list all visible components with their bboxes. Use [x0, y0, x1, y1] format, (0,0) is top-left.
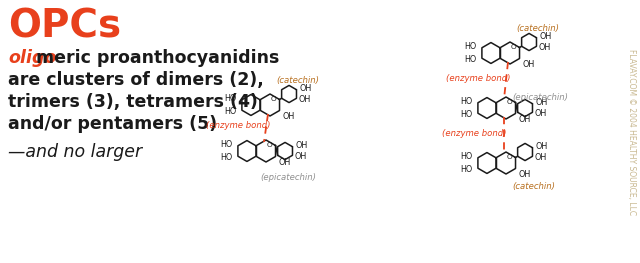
Text: OH: OH — [522, 60, 535, 69]
Text: O: O — [511, 44, 516, 50]
Text: OH: OH — [298, 95, 311, 104]
Text: HO: HO — [461, 152, 473, 161]
Text: HO: HO — [225, 107, 237, 116]
Text: OH: OH — [295, 141, 308, 150]
Text: (epicatechin): (epicatechin) — [260, 173, 316, 181]
Text: FLAVAY.COM © 2004 HEALTHY SOURCE, LLC: FLAVAY.COM © 2004 HEALTHY SOURCE, LLC — [627, 49, 637, 215]
Text: OH: OH — [518, 115, 531, 124]
Text: (epicatechin): (epicatechin) — [512, 94, 568, 103]
Text: OH: OH — [535, 142, 548, 151]
Text: are clusters of dimers (2),: are clusters of dimers (2), — [8, 71, 264, 89]
Text: OH: OH — [294, 152, 307, 161]
Text: HO: HO — [221, 153, 233, 162]
Text: O: O — [506, 154, 512, 160]
Text: HO: HO — [465, 42, 477, 51]
Text: OH: OH — [540, 32, 552, 41]
Text: (catechin): (catechin) — [513, 183, 556, 191]
Text: (enzyme bond): (enzyme bond) — [445, 74, 510, 83]
Text: OPCs: OPCs — [8, 8, 121, 46]
Text: oligo: oligo — [8, 49, 56, 67]
Text: HO: HO — [221, 140, 233, 149]
Text: —and no larger: —and no larger — [8, 143, 142, 161]
Text: trimers (3), tetramers (4): trimers (3), tetramers (4) — [8, 93, 258, 111]
Text: and/or pentamers (5): and/or pentamers (5) — [8, 115, 217, 133]
Text: HO: HO — [225, 94, 237, 103]
Text: OH: OH — [534, 153, 547, 162]
Text: OH: OH — [300, 84, 312, 93]
Text: HO: HO — [461, 110, 473, 119]
Text: OH: OH — [538, 43, 551, 52]
Text: (enzyme bond): (enzyme bond) — [442, 129, 506, 138]
Text: meric proanthocyanidins: meric proanthocyanidins — [36, 49, 280, 67]
Text: OH: OH — [282, 112, 295, 121]
Text: OH: OH — [535, 98, 548, 107]
Text: (enzyme bond): (enzyme bond) — [205, 122, 270, 130]
Text: OH: OH — [518, 170, 531, 179]
Text: (catechin): (catechin) — [516, 24, 559, 33]
Text: HO: HO — [461, 97, 473, 106]
Text: OH: OH — [278, 158, 291, 167]
Text: HO: HO — [465, 55, 477, 64]
Text: (catechin): (catechin) — [276, 77, 319, 85]
Text: O: O — [506, 99, 512, 105]
Text: O: O — [271, 96, 276, 102]
Text: OH: OH — [534, 109, 547, 118]
Text: HO: HO — [461, 165, 473, 174]
Text: O: O — [266, 142, 272, 148]
